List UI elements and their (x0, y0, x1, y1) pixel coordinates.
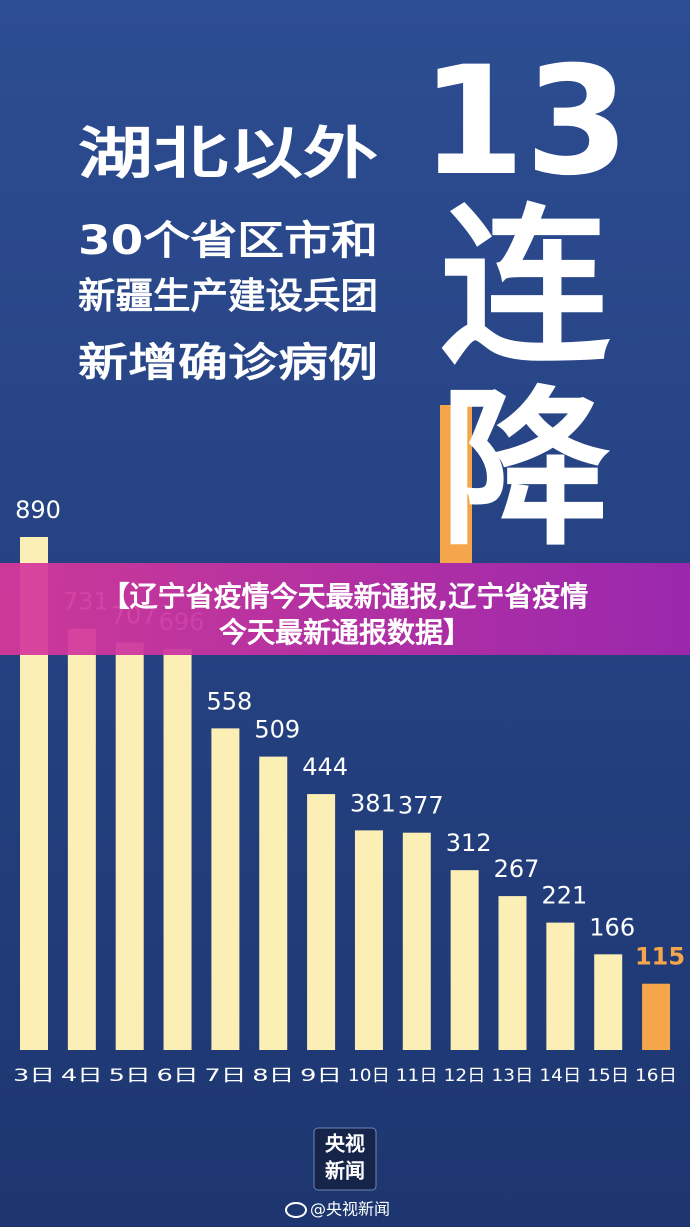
chart: 湖北以外30个省区市和新疆生产建设兵团新增确诊病例13连降8903日7314日7… (13, 35, 685, 1086)
x-tick-label: 5日 (109, 1066, 151, 1086)
x-tick-label: 11日 (396, 1066, 438, 1086)
weibo-icon (285, 1202, 307, 1218)
x-tick-label: 14日 (539, 1066, 581, 1086)
banner-line: 【辽宁省疫情今天最新通报,辽宁省疫情 (102, 580, 589, 613)
x-tick-label: 6日 (157, 1066, 199, 1086)
x-tick-label: 10日 (348, 1066, 390, 1086)
bar (402, 832, 431, 1050)
bar (642, 983, 671, 1050)
headline: 13 (421, 35, 630, 209)
title-line: 湖北以外 (78, 122, 378, 187)
value-label: 444 (302, 753, 348, 781)
logo-text: 新闻 (325, 1159, 365, 1183)
x-tick-label: 4日 (61, 1066, 103, 1086)
value-label: 890 (15, 496, 61, 524)
value-label: 377 (398, 792, 444, 820)
headline: 降 (440, 371, 610, 569)
bar (498, 896, 527, 1050)
headline: 连 (440, 189, 611, 387)
bar (354, 830, 383, 1050)
bar (546, 922, 575, 1050)
bar (163, 648, 192, 1050)
logo-text: 央视 (325, 1132, 365, 1156)
title-line: 新疆生产建设兵团 (78, 276, 378, 317)
value-label: 312 (446, 829, 492, 857)
value-label: 509 (254, 716, 300, 744)
bar (67, 628, 96, 1050)
x-tick-label: 13日 (492, 1066, 534, 1086)
bar (594, 954, 623, 1050)
title-line: 30个省区市和 (78, 218, 378, 264)
x-tick-label: 3日 (13, 1066, 55, 1086)
accent-block (440, 405, 472, 563)
bar (115, 642, 144, 1050)
bar (211, 728, 240, 1050)
logo (313, 1127, 377, 1191)
banner-line: 今天最新通报数据】 (219, 616, 471, 649)
value-label: 267 (494, 855, 540, 883)
value-label: 381 (350, 789, 396, 817)
x-tick-label: 7日 (204, 1066, 246, 1086)
title-line: 新增确诊病例 (78, 340, 378, 386)
credit: @央视新闻 (310, 1200, 390, 1219)
bar (307, 794, 336, 1050)
x-tick-label: 8日 (252, 1066, 294, 1086)
value-label: 558 (206, 687, 252, 715)
x-tick-label: 9日 (300, 1066, 342, 1086)
value-label: 166 (589, 913, 635, 941)
x-tick-label: 15日 (587, 1066, 629, 1086)
bar (450, 870, 479, 1050)
value-label: 221 (541, 882, 587, 910)
value-label: 115 (635, 943, 685, 971)
x-tick-label: 12日 (444, 1066, 486, 1086)
x-tick-label: 16日 (635, 1066, 677, 1086)
bar (259, 756, 288, 1050)
banner (0, 563, 690, 655)
